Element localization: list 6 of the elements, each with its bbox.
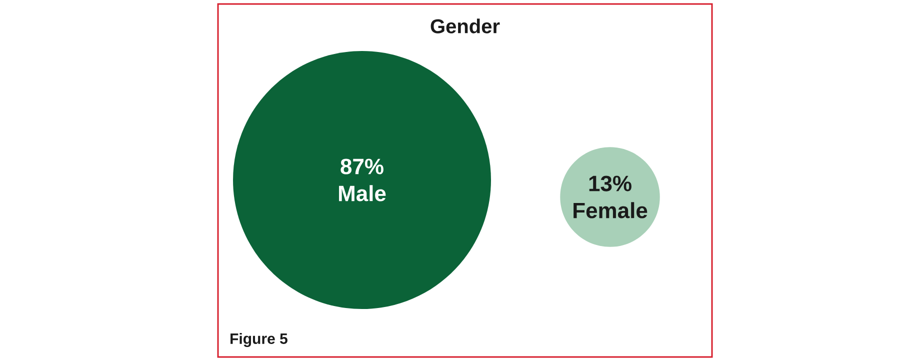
data-label: 87% [340, 158, 384, 174]
data-label: 13% [589, 176, 632, 192]
category-label: Male [339, 185, 386, 202]
category-label: Female [574, 202, 648, 218]
caption: Figure 5 [230, 332, 288, 348]
text: Gender [430, 18, 500, 34]
